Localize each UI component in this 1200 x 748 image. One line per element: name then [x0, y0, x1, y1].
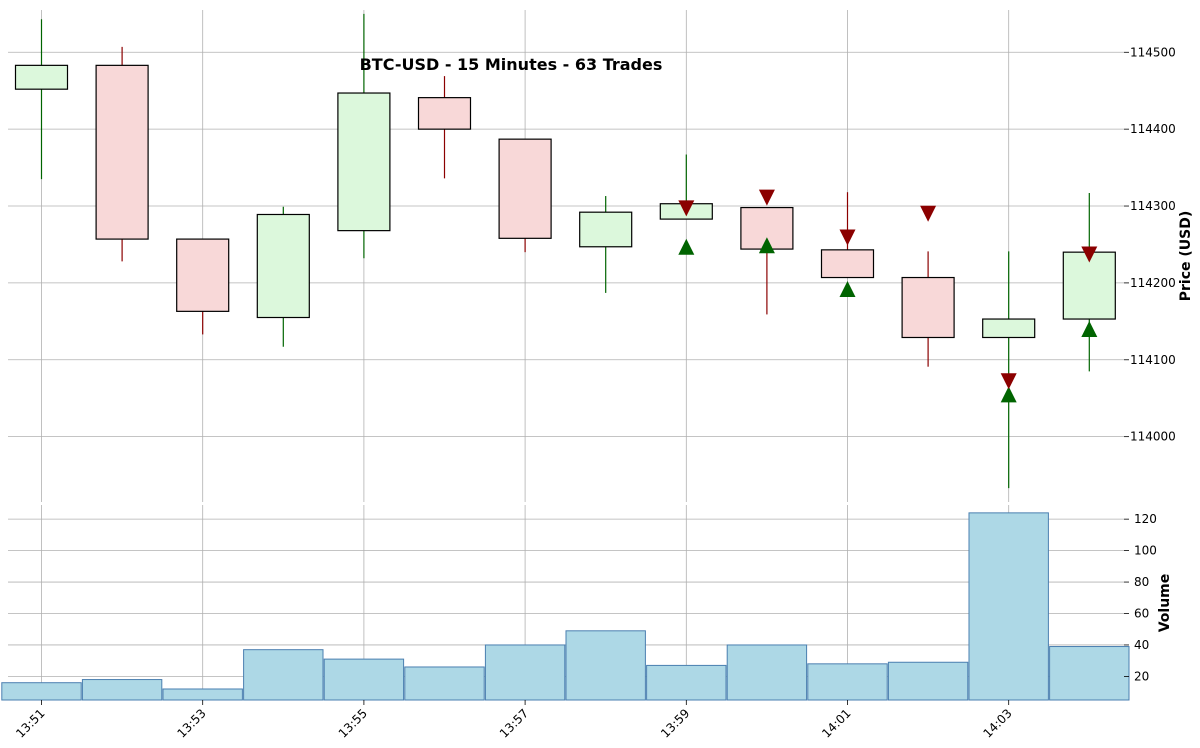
volume-bar	[1049, 646, 1130, 701]
volume-bar	[807, 663, 888, 701]
candle-body	[256, 213, 310, 319]
volume-tick-labels: 20 40 60 80 100 120	[1124, 512, 1157, 683]
sell-marker	[920, 205, 937, 222]
price-tick-label: 114000	[1130, 430, 1176, 444]
volume-bar	[726, 644, 808, 701]
candle-body	[14, 64, 69, 90]
buy-marker	[1081, 321, 1098, 338]
buy-marker	[1000, 386, 1017, 403]
time-tick-label: 13:55	[336, 706, 370, 740]
candle-body	[579, 211, 633, 248]
time-tick-label: 13:59	[658, 706, 692, 740]
volume-bar	[404, 666, 485, 701]
time-tick-label: 13:53	[174, 706, 208, 740]
candle-body	[901, 276, 955, 339]
price-tick-label: 114400	[1130, 122, 1176, 136]
volume-tick-label: 80	[1134, 575, 1149, 589]
price-axis-title: Price (USD)	[1178, 211, 1194, 302]
price-tick-label: 114500	[1130, 45, 1176, 59]
volume-bar	[323, 658, 405, 701]
buy-marker	[839, 281, 856, 298]
price-tick-label: 114100	[1130, 353, 1176, 367]
candle-body	[417, 97, 472, 130]
volume-bar	[484, 644, 566, 701]
price-tick-labels: 114000 114100 114200 114300 114400 114500	[1124, 45, 1176, 444]
volume-bar	[968, 512, 1049, 701]
volume-bar	[887, 661, 969, 701]
time-tick-label: 14:01	[819, 706, 853, 740]
volume-bar	[646, 664, 727, 701]
volume-tick-label: 40	[1134, 638, 1149, 652]
volume-bar	[81, 679, 163, 701]
volume-tick-label: 20	[1134, 669, 1149, 683]
buy-marker	[758, 237, 775, 254]
candle-bodies	[14, 64, 1116, 339]
candle-body	[982, 318, 1036, 339]
volume-tick-label: 120	[1134, 512, 1157, 526]
sell-marker	[1081, 246, 1098, 263]
candle-body	[176, 238, 230, 312]
time-tick-label: 13:51	[13, 706, 47, 740]
volume-tick-label: 100	[1134, 544, 1157, 558]
chart-title: BTC-USD - 15 Minutes - 63 Trades	[360, 55, 663, 74]
volume-bar	[243, 649, 324, 701]
volume-bar	[162, 688, 243, 701]
sell-marker	[758, 189, 775, 206]
candle-body	[1062, 251, 1116, 320]
volume-bar	[565, 630, 646, 701]
trade-markers	[678, 189, 1098, 403]
price-tick-label: 114200	[1130, 276, 1176, 290]
sell-marker	[839, 229, 856, 246]
price-grid	[8, 10, 1124, 502]
candle-body	[95, 64, 149, 240]
sell-marker	[678, 200, 695, 217]
candle-body	[498, 138, 552, 239]
time-tick-label: 13:57	[497, 706, 531, 740]
price-tick-label: 114300	[1130, 199, 1176, 213]
volume-bars	[1, 512, 1130, 701]
volume-axis-title: Volume	[1157, 574, 1173, 633]
time-tick-label: 14:03	[980, 706, 1014, 740]
candle-body	[337, 92, 391, 232]
candle-body	[820, 249, 875, 279]
volume-bar	[1, 682, 82, 701]
time-tick-labels: 13:51 13:53 13:55 13:57 13:59 14:01 14:03	[13, 700, 1015, 741]
sell-marker	[1000, 373, 1017, 390]
volume-tick-label: 60	[1134, 607, 1149, 621]
buy-marker	[678, 238, 695, 255]
